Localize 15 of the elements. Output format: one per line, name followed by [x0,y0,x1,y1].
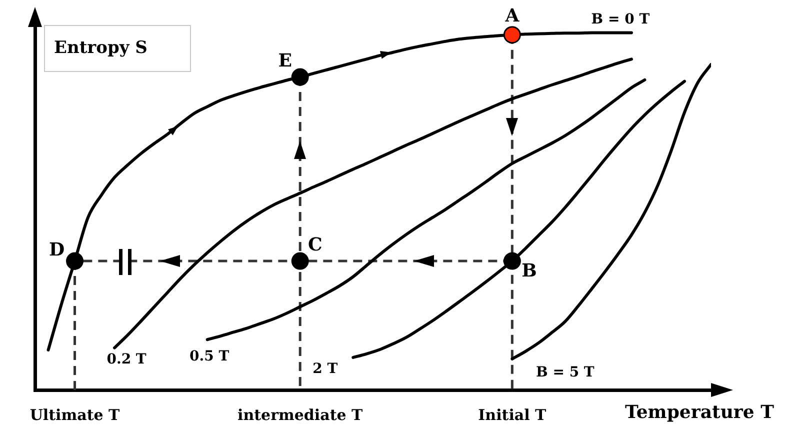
series-label: B = 5 T [536,364,595,381]
x-tick-label: Initial T [478,406,548,424]
series-label: 0.2 T [106,351,147,368]
annotation: E [278,50,292,72]
series-label: 2 T [312,361,338,378]
x-axis-title: Temperature T [625,402,774,423]
annotation: B [522,260,537,282]
annotation: C [308,234,322,256]
x-tick-label: intermediate T [238,406,364,424]
y-axis-title: Entropy S [44,25,191,72]
annotation: A [504,6,520,27]
series-label: 0.5 T [189,348,230,364]
annotation: D [48,240,65,261]
x-tick-label: Ultimate T [30,406,121,424]
series-label: B = 0 T [591,11,650,28]
